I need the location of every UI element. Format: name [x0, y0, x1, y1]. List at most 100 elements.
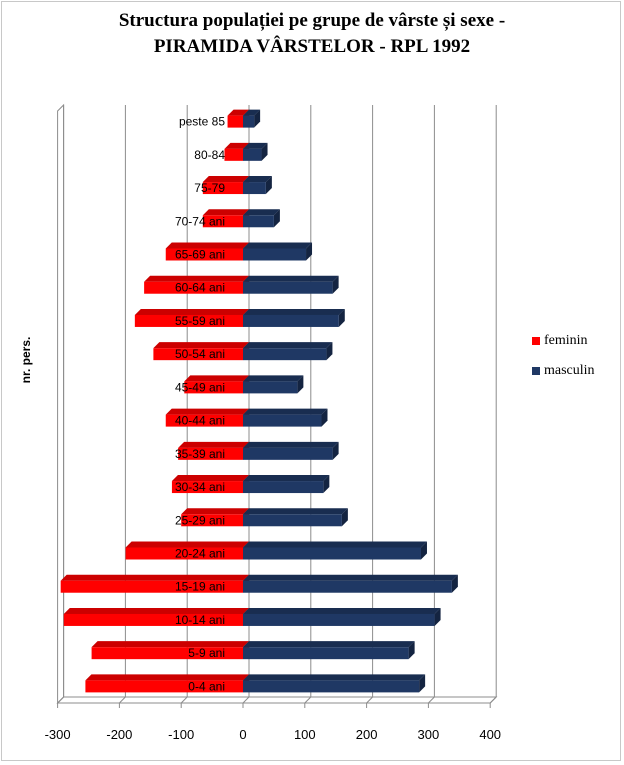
bar-feminin-13-top [165, 242, 249, 249]
legend-swatch-feminin [532, 337, 540, 345]
bar-masculin-17-top [243, 109, 261, 116]
bar-masculin-14-face [243, 215, 274, 228]
bar-masculin-11 [243, 308, 345, 327]
x-tick-label: -200 [106, 727, 132, 742]
bar-masculin-10-side [326, 342, 333, 361]
bar-feminin-3-top [60, 574, 249, 581]
bar-masculin-7-face [243, 447, 333, 460]
chart-title: Structura populației pe grupe de vârste … [0, 8, 624, 60]
bar-feminin-2 [63, 607, 249, 626]
bar-feminin-6-top [171, 475, 249, 482]
bar-feminin-0 [85, 674, 249, 693]
bar-masculin-11-top [243, 308, 345, 315]
bar-feminin-17-top [227, 109, 249, 116]
bar-masculin-15-top [243, 176, 272, 183]
bar-masculin-7-top [243, 441, 339, 448]
bar-masculin-2-top [243, 607, 441, 614]
bar-masculin-1 [243, 641, 415, 660]
category-label: 60-64 ani [175, 281, 225, 295]
bar-feminin-4-face [125, 547, 243, 560]
bar-masculin-9-top [243, 375, 304, 382]
bar-masculin-4-face [243, 547, 421, 560]
category-label: 20-24 ani [175, 547, 225, 561]
bar-masculin-9-side [297, 375, 304, 394]
bar-feminin-15-top [202, 176, 249, 183]
x-tick-label: -300 [45, 727, 71, 742]
bar-feminin-14-top [202, 209, 249, 216]
gridline-floor [180, 696, 188, 704]
bar-masculin-14 [243, 209, 280, 228]
bar-masculin-2-face [243, 613, 435, 626]
bar-masculin-1-side [408, 641, 415, 660]
gridline-floor [428, 696, 435, 704]
bar-masculin-14-side [273, 209, 280, 228]
bar-feminin-2-face [63, 613, 243, 626]
x-tick-label: 0 [239, 727, 246, 742]
bar-feminin-8-top [165, 408, 249, 415]
gridline-floor [489, 696, 497, 704]
category-label: 10-14 ani [175, 613, 225, 627]
bar-masculin-16-face [243, 148, 262, 161]
legend-label-feminin: feminin [544, 333, 588, 348]
bar-masculin-0-top [243, 674, 426, 681]
category-label: 55-59 ani [175, 314, 225, 328]
bar-feminin-1-top [91, 641, 249, 648]
bar-feminin-8-face [165, 414, 243, 427]
chart-title-line-1: Structura populației pe grupe de vârste … [118, 10, 506, 31]
bar-masculin-9 [243, 375, 304, 394]
bar-masculin-0 [243, 674, 426, 693]
category-label: 15-19 ani [175, 580, 225, 594]
gridline-floor [304, 696, 312, 704]
category-label: 50-54 ani [175, 347, 225, 361]
bar-masculin-5-face [243, 514, 342, 527]
bar-feminin-4-top [125, 541, 249, 548]
bar-feminin-1 [91, 641, 249, 660]
gridlines [57, 105, 497, 704]
bar-masculin-6 [243, 475, 330, 494]
bar-feminin-12-face [144, 281, 243, 294]
bar-masculin-16-top [243, 142, 268, 149]
bar-masculin-8-side [321, 408, 328, 427]
category-label: 65-69 ani [175, 248, 225, 262]
category-label: 70-74 ani [175, 214, 225, 228]
category-label: 25-29 ani [175, 513, 225, 527]
bar-masculin-15 [243, 176, 272, 195]
bar-masculin-3-face [243, 580, 452, 593]
bar-masculin-17-side [254, 109, 261, 128]
bar-masculin-17 [243, 109, 261, 128]
bar-masculin-6-side [323, 475, 330, 494]
category-label: 5-9 ani [188, 646, 225, 660]
bar-masculin-15-side [265, 176, 272, 195]
bar-masculin-12-side [332, 275, 339, 294]
bar-masculin-4-top [243, 541, 427, 548]
bar-masculin-0-side [419, 674, 426, 693]
bar-feminin-11-face [134, 314, 243, 327]
category-label: 0-4 ani [188, 679, 225, 693]
bar-masculin-1-face [243, 647, 409, 660]
category-label: 75-79 [194, 181, 225, 195]
bar-feminin-10 [153, 342, 249, 361]
bar-feminin-12-top [144, 275, 249, 282]
bar-masculin-5-side [341, 508, 348, 527]
bar-masculin-12 [243, 275, 339, 294]
bar-masculin-13-side [306, 242, 313, 261]
bar-feminin-7-face [178, 447, 243, 460]
legend-item-feminin: feminin [532, 326, 595, 356]
legend: feminin masculin [532, 326, 595, 386]
bar-masculin-5 [243, 508, 348, 527]
category-label: 35-39 ani [175, 447, 225, 461]
bar-masculin-0-face [243, 680, 420, 693]
bar-feminin-13-face [165, 248, 243, 261]
bar-masculin-12-face [243, 281, 333, 294]
category-label: 40-44 ani [175, 414, 225, 428]
x-axis: -300 -200 -100 0 100 200 300 400 [45, 702, 501, 742]
bar-masculin-8 [243, 408, 328, 427]
bar-feminin-15-face [202, 182, 243, 195]
bar-masculin-3-side [451, 574, 458, 593]
bar-masculin-6-top [243, 475, 330, 482]
category-label: 45-49 ani [175, 380, 225, 394]
bar-masculin-4-side [420, 541, 427, 560]
legend-swatch-masculin [532, 367, 540, 375]
bar-feminin-10-face [153, 348, 243, 361]
